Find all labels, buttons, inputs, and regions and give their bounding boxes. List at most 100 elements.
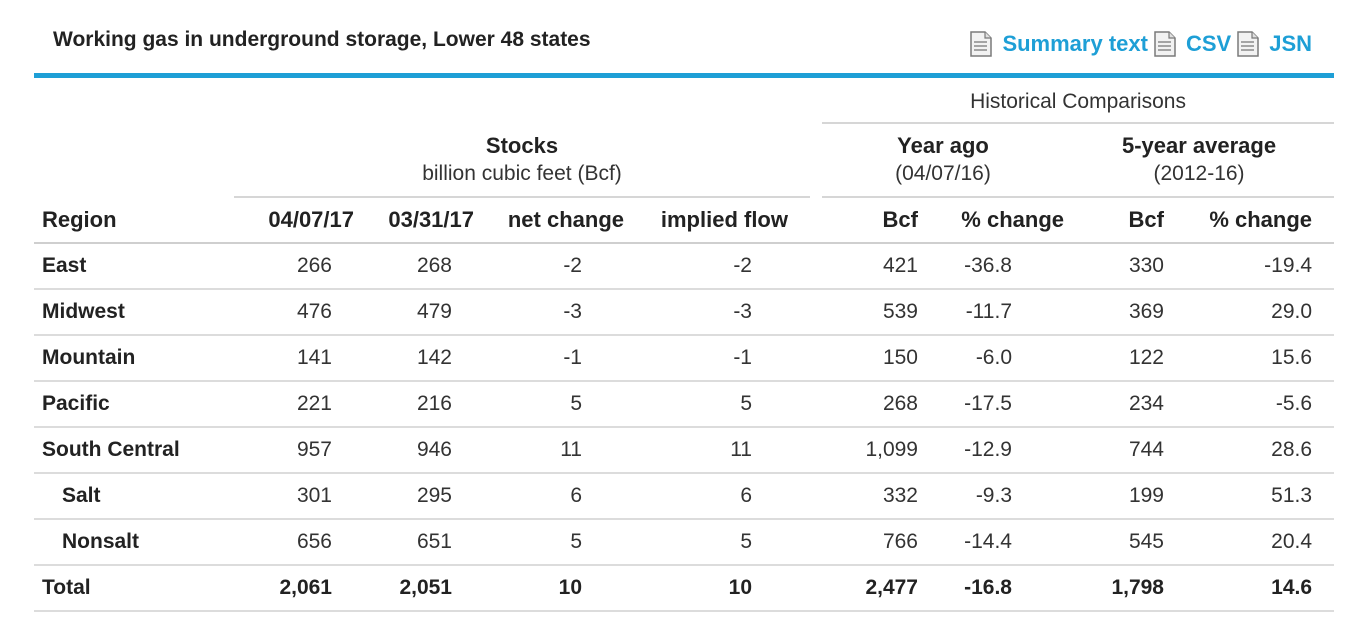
table-cell: 2,061	[234, 565, 354, 612]
table-cell: 330	[1064, 243, 1188, 290]
json-link[interactable]: JSN	[1237, 31, 1312, 57]
table-cell: 141	[234, 335, 354, 382]
region-cell: Mountain	[34, 335, 234, 382]
table-cell: 10	[634, 565, 810, 612]
total-row: Total 2,061 2,051 10 10 2,477 -16.8 1,798 14.6	[34, 565, 1335, 612]
table-cell: 332	[822, 473, 942, 520]
table-cell: 6	[474, 473, 634, 520]
table-cell: 369	[1064, 289, 1188, 336]
table-cell: 2,051	[354, 565, 474, 612]
table-cell: 11	[474, 427, 634, 474]
table-row: South Central 957 946 11 11 1,099 -12.9 744 28.6	[34, 427, 1335, 474]
table-cell: 28.6	[1188, 427, 1335, 474]
table-cell: -36.8	[942, 243, 1064, 290]
csv-link-label: CSV	[1185, 31, 1232, 56]
table-cell: -6.0	[942, 335, 1064, 382]
table-cell: 651	[354, 519, 474, 566]
table-cell: 957	[234, 427, 354, 474]
table-row: East 266 268 -2 -2 421 -36.8 330 -19.4	[34, 243, 1335, 290]
column-header-net-change: net change	[474, 197, 634, 244]
table-cell: -19.4	[1188, 243, 1335, 290]
table-cell: 545	[1064, 519, 1188, 566]
table-cell: 1,099	[822, 427, 942, 474]
region-cell: South Central	[34, 427, 234, 474]
table-cell: -12.9	[942, 427, 1064, 474]
table-cell: -3	[474, 289, 634, 336]
table-row: Midwest 476 479 -3 -3 539 -11.7 369 29.0	[34, 289, 1335, 336]
table-cell: 476	[234, 289, 354, 336]
region-cell: Salt	[34, 473, 234, 520]
stocks-group-header: Stocks billion cubic feet (Bcf)	[234, 123, 810, 198]
historical-comparisons-header: Historical Comparisons	[822, 82, 1335, 124]
table-cell: 29.0	[1188, 289, 1335, 336]
table-cell: 946	[354, 427, 474, 474]
table-cell: -14.4	[942, 519, 1064, 566]
table-cell: 199	[1064, 473, 1188, 520]
stocks-title: Stocks	[485, 132, 559, 158]
table-cell: 15.6	[1188, 335, 1335, 382]
table-cell: 5	[474, 381, 634, 428]
page-title: Working gas in underground storage, Lowe…	[53, 28, 591, 51]
column-header-region: Region	[34, 197, 234, 244]
column-header-row: Region 04/07/17 03/31/17 net change impl…	[34, 197, 1335, 244]
column-header-implied-flow: implied flow	[634, 197, 810, 244]
table-cell: -16.8	[942, 565, 1064, 612]
table-cell: 11	[634, 427, 810, 474]
year-ago-title: Year ago	[897, 133, 989, 158]
summary-text-link[interactable]: Summary text	[970, 31, 1148, 57]
storage-table: Historical Comparisons Stocks billion cu…	[34, 82, 1335, 612]
region-cell: Nonsalt	[34, 519, 234, 566]
table-cell: 268	[822, 381, 942, 428]
five-year-group-header: 5-year average (2012-16)	[1064, 123, 1335, 198]
table-cell: 744	[1064, 427, 1188, 474]
region-cell: Pacific	[34, 381, 234, 428]
table-cell: 20.4	[1188, 519, 1335, 566]
header-divider	[34, 73, 1334, 78]
table-cell: 221	[234, 381, 354, 428]
table-cell: 51.3	[1188, 473, 1335, 520]
table-cell: 142	[354, 335, 474, 382]
column-header-year-ago-bcf: Bcf	[822, 197, 942, 244]
table-cell: -1	[474, 335, 634, 382]
table-cell: 421	[822, 243, 942, 290]
table-cell: 301	[234, 473, 354, 520]
document-icon	[1237, 31, 1259, 57]
region-cell: Midwest	[34, 289, 234, 336]
column-header-date-current: 04/07/17	[234, 197, 354, 244]
json-link-label: JSN	[1269, 31, 1312, 56]
year-ago-group-header: Year ago (04/07/16)	[822, 123, 1064, 198]
summary-text-link-label: Summary text	[1002, 31, 1148, 56]
table-row: Pacific 221 216 5 5 268 -17.5 234 -5.6	[34, 381, 1335, 428]
table-cell: 5	[634, 519, 810, 566]
download-links: Summary text CSV JSN	[964, 31, 1312, 57]
table-cell: 539	[822, 289, 942, 336]
table-cell: 266	[234, 243, 354, 290]
table-cell: 268	[354, 243, 474, 290]
table-cell: -9.3	[942, 473, 1064, 520]
region-cell: Total	[34, 565, 234, 612]
table-cell: 216	[354, 381, 474, 428]
table-body: East 266 268 -2 -2 421 -36.8 330 -19.4 Midwest 476…	[34, 243, 1335, 612]
table-cell: -2	[634, 243, 810, 290]
table-cell: -3	[634, 289, 810, 336]
table-cell: 479	[354, 289, 474, 336]
table-cell: -5.6	[1188, 381, 1335, 428]
table-cell: 10	[474, 565, 634, 612]
document-icon	[1154, 31, 1176, 57]
table-cell: 234	[1064, 381, 1188, 428]
table-cell: 150	[822, 335, 942, 382]
table-cell: 656	[234, 519, 354, 566]
table-cell: 1,798	[1064, 565, 1188, 612]
table-row: Nonsalt 656 651 5 5 766 -14.4 545 20.4	[34, 519, 1335, 566]
table-cell: -1	[634, 335, 810, 382]
stocks-subtitle: billion cubic feet (Bcf)	[422, 161, 622, 185]
table-cell: -11.7	[942, 289, 1064, 336]
csv-link[interactable]: CSV	[1154, 31, 1231, 57]
table-cell: -2	[474, 243, 634, 290]
region-cell: East	[34, 243, 234, 290]
table-cell: 766	[822, 519, 942, 566]
table-cell: 5	[634, 381, 810, 428]
column-header-five-year-bcf: Bcf	[1064, 197, 1188, 244]
table-cell: 122	[1064, 335, 1188, 382]
column-header-five-year-pct-change: % change	[1188, 197, 1335, 244]
